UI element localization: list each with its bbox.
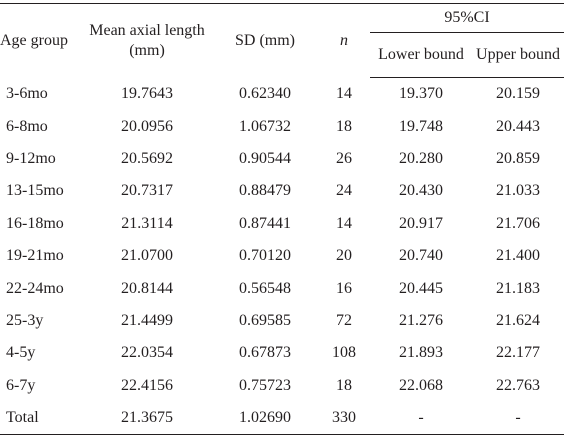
cell-upper-bound: 22.763 [496,376,540,394]
cell-mean: 19.7643 [121,84,173,102]
table-row: 19-21mo 21.0700 0.70120 20 20.740 21.400 [0,240,564,272]
cell-age-group: Total [0,401,82,436]
cell-n: 20 [336,247,352,265]
table-row: 6-7y 22.4156 0.75723 18 22.068 22.763 [0,370,564,402]
cell-upper-bound: 20.443 [496,117,540,135]
cell-mean: 22.4156 [121,376,173,394]
cell-n: 18 [336,117,352,135]
cell-n: 24 [336,182,352,200]
cell-n: 14 [336,84,352,102]
cell-lower-bound: 21.276 [399,311,443,329]
cell-mean: 20.8144 [121,279,173,297]
header-mean-axial-length: Mean axial length (mm) [82,3,212,78]
table-row: 16-18mo 21.3114 0.87441 14 20.917 21.706 [0,208,564,240]
table-row: 4-5y 22.0354 0.67873 108 21.893 22.177 [0,337,564,369]
cell-mean: 20.7317 [121,182,173,200]
cell-lower-bound: 19.748 [399,117,443,135]
cell-sd: 1.02690 [212,401,318,436]
cell-sd: 0.70120 [239,247,291,265]
table-row: Total 21.3675 1.02690 330- - [0,401,565,436]
cell-mean: 22.0354 [121,344,173,362]
cell-age-group: 25-3y [6,311,44,329]
cell-upper-bound: 21.624 [496,311,540,329]
cell-lower-bound: - [370,401,472,436]
cell-lower-bound: 21.893 [399,344,443,362]
cell-n: 330 [318,401,370,436]
cell-age-group: 6-7y [6,376,36,394]
cell-age-group: 9-12mo [6,149,56,167]
table-row: 3-6mo 19.7643 0.62340 14 19.370 20.159 [0,78,564,111]
cell-sd: 0.88479 [239,182,291,200]
cell-lower-bound: 22.068 [399,376,443,394]
cell-sd: 0.75723 [239,376,291,394]
cell-upper-bound: 20.859 [496,149,540,167]
cell-mean: 21.0700 [121,247,173,265]
cell-age-group: 6-8mo [6,117,48,135]
axial-length-table: Age group Mean axial length (mm) SD (mm)… [0,3,565,436]
cell-n: 16 [336,279,352,297]
cell-upper-bound: 21.400 [496,247,540,265]
header-sd: SD (mm) [212,3,318,78]
table-body: 3-6mo 19.7643 0.62340 14 19.370 20.159 6-8mo 20… [0,78,565,436]
cell-sd: 0.67873 [239,344,291,362]
header-age-group: Age group [0,3,82,78]
cell-age-group: 22-24mo [6,279,64,297]
cell-upper-bound: 21.033 [496,182,540,200]
cell-upper-bound: - [472,401,565,436]
cell-mean: 21.3675 [82,401,212,436]
cell-lower-bound: 20.917 [399,214,443,232]
cell-lower-bound: 20.740 [399,247,443,265]
cell-mean: 21.3114 [121,214,173,232]
cell-mean: 20.5692 [121,149,173,167]
cell-upper-bound: 21.183 [496,279,540,297]
table-row: 9-12mo 20.5692 0.90544 26 20.280 20.859 [0,143,564,175]
cell-mean: 20.0956 [121,117,173,135]
cell-lower-bound: 20.280 [399,149,443,167]
cell-n: 18 [336,376,352,394]
cell-n: 108 [332,344,356,362]
cell-sd: 0.56548 [239,279,291,297]
table-row: 22-24mo 20.8144 0.56548 16 20.445 21.183 [0,272,564,304]
cell-age-group: 3-6mo [6,84,48,102]
cell-age-group: 16-18mo [6,214,64,232]
cell-upper-bound: 22.177 [496,344,540,362]
cell-sd: 1.06732 [239,117,291,135]
cell-sd: 0.90544 [239,149,291,167]
header-n: n [318,3,370,78]
table-row: 25-3y 21.4499 0.69585 72 21.276 21.624 [0,305,564,337]
cell-sd: 0.87441 [239,214,291,232]
cell-upper-bound: 20.159 [496,85,540,103]
cell-n: 72 [336,311,352,329]
cell-sd: 0.62340 [239,84,291,102]
cell-lower-bound: 20.430 [399,182,443,200]
cell-lower-bound: 19.370 [399,85,443,103]
cell-age-group: 13-15mo [6,182,64,200]
cell-upper-bound: 21.706 [496,214,540,232]
cell-n: 14 [336,214,352,232]
table-row: 6-8mo 20.0956 1.06732 18 19.748 20.443 [0,110,564,142]
cell-sd: 0.69585 [239,311,291,329]
cell-n: 26 [336,149,352,167]
cell-mean: 21.4499 [121,311,173,329]
cell-lower-bound: 20.445 [399,279,443,297]
header-95ci: 95%CI [370,3,565,33]
header-upper-bound: Upper bound [472,32,565,78]
table-header: Age group Mean axial length (mm) SD (mm)… [0,3,565,78]
header-lower-bound: Lower bound [370,32,472,78]
cell-age-group: 4-5y [6,344,36,362]
cell-age-group: 19-21mo [6,247,64,265]
table-row: 13-15mo 20.7317 0.88479 24 20.430 21.033 [0,175,564,207]
